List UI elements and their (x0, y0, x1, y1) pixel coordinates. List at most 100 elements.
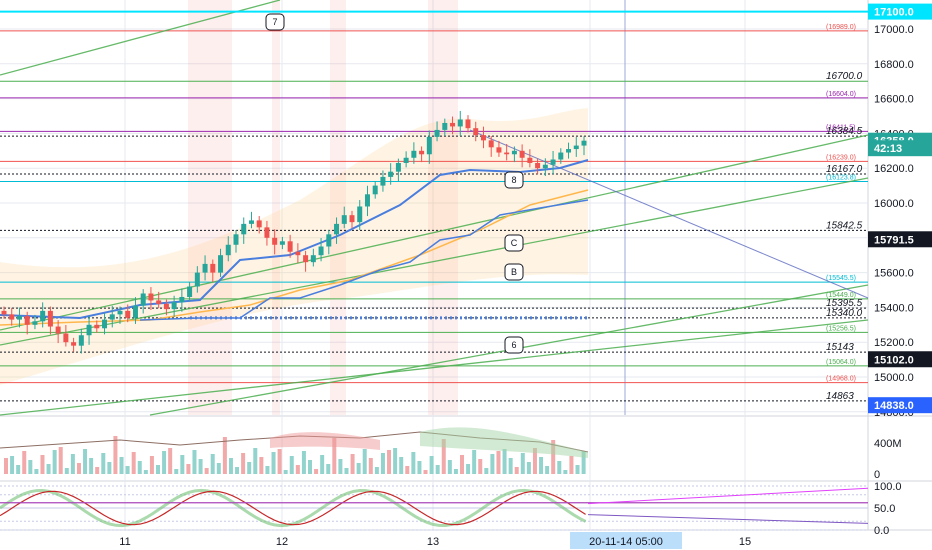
volume-bar (16, 465, 21, 474)
price-badge (868, 351, 932, 368)
session-band (428, 0, 458, 415)
volume-bar (174, 469, 179, 474)
price-badge (868, 231, 932, 248)
osc-k (0, 488, 587, 528)
osc-axis-label: 50.0 (874, 503, 895, 515)
volume-bar (247, 462, 252, 474)
volume-bar (423, 470, 428, 474)
candle-body (148, 293, 154, 301)
volume-bar (441, 439, 446, 474)
candle-body (187, 286, 193, 297)
volume-bar (532, 448, 537, 474)
candle-body (357, 206, 363, 223)
candle-body (372, 185, 378, 195)
volume-bar (575, 465, 580, 474)
candle-body (71, 342, 77, 346)
candle-body (550, 159, 556, 165)
volume-bar (344, 468, 349, 474)
volume-bar (64, 468, 69, 474)
candle-body (225, 244, 231, 256)
candle-body (117, 310, 123, 315)
candle-body (395, 162, 401, 172)
candle-body (303, 255, 309, 263)
candle-body (202, 263, 208, 273)
price-axis-label[interactable]: 16600.0 (874, 94, 914, 106)
volume-bar (283, 470, 288, 474)
volume-bar (10, 456, 15, 474)
price-axis-label[interactable]: 15600.0 (874, 268, 914, 280)
volume-bar (289, 456, 294, 474)
candle-body (218, 255, 224, 273)
wave-label: 8 (511, 175, 516, 185)
volume-bar (101, 453, 106, 474)
volume-bar (453, 469, 458, 474)
candle-body (380, 176, 386, 186)
price-axis-label[interactable]: 15400.0 (874, 302, 914, 314)
candle-body (465, 119, 471, 129)
volume-bar (107, 462, 112, 474)
volume-bar (222, 437, 227, 474)
level-label: (15256.5) (826, 325, 856, 332)
candle-body (504, 152, 510, 155)
volume-bar (380, 453, 385, 474)
candle-body (388, 171, 394, 177)
price-badge-label: 14838.0 (874, 400, 914, 412)
price-axis-label[interactable]: 15000.0 (874, 372, 914, 384)
candle-body (163, 303, 169, 310)
candle-body (256, 220, 262, 228)
volume-bar (210, 454, 215, 474)
candle-body (279, 241, 285, 245)
level-label: (16411.5) (826, 124, 855, 131)
cursor-time-label: 20-11-14 05:00 (589, 536, 663, 548)
volume-bar (235, 467, 240, 474)
candle-body (310, 255, 316, 263)
candle-body (341, 215, 347, 224)
volume-bar (34, 469, 39, 474)
candle-body (318, 246, 324, 256)
level-label: 16384.5 (826, 126, 863, 137)
price-badge (868, 3, 932, 20)
volume-axis-label: 0 (874, 469, 880, 481)
candle-body (156, 300, 162, 304)
price-axis-label[interactable]: 15200.0 (874, 337, 914, 349)
volume-bar (295, 465, 300, 474)
price-axis-label[interactable]: 17000.0 (874, 24, 914, 36)
price-axis-label[interactable]: 16200.0 (874, 163, 914, 175)
candle-body (411, 150, 417, 158)
volume-bar (113, 436, 118, 474)
volume-bar (460, 455, 464, 474)
level-label: (15449.0) (826, 292, 856, 299)
time-axis-label[interactable]: 13 (427, 536, 439, 548)
price-levels: (16989.0) 16700.0 (16604.0) (16411.5)16384.… (0, 24, 868, 402)
candle-body (94, 324, 100, 329)
wave-label: 7 (272, 17, 277, 27)
volume-cloud (420, 427, 588, 458)
price-badge-label: 17100.0 (874, 7, 914, 19)
price-axis-label[interactable]: 16000.0 (874, 198, 914, 210)
candle-body (78, 335, 84, 346)
volume-bar (192, 450, 197, 474)
candle-body (63, 333, 69, 343)
candle-body (511, 150, 517, 155)
wave-marker (504, 263, 524, 281)
candle-body (450, 122, 456, 127)
volume-bar (40, 455, 45, 474)
time-axis[interactable]: 11 12 13 15 20-11-14 05:00 (119, 532, 751, 549)
volume-bar (253, 448, 258, 474)
candle-body (581, 140, 587, 146)
volume-bar (545, 466, 550, 474)
time-axis-label[interactable]: 15 (739, 536, 751, 548)
volume-bar (387, 450, 392, 474)
candle-body (16, 316, 22, 320)
time-axis-label[interactable]: 11 (119, 536, 130, 548)
candle-body (419, 150, 425, 155)
candle-body (241, 223, 247, 235)
volume-bar (265, 466, 270, 474)
price-axis-label[interactable]: 16800.0 (874, 59, 914, 71)
candle-body (542, 164, 548, 169)
time-axis-label[interactable]: 12 (276, 536, 288, 548)
volume-bar (314, 469, 319, 474)
level-label: 16700.0 (826, 71, 863, 82)
volume-bar (435, 465, 440, 474)
